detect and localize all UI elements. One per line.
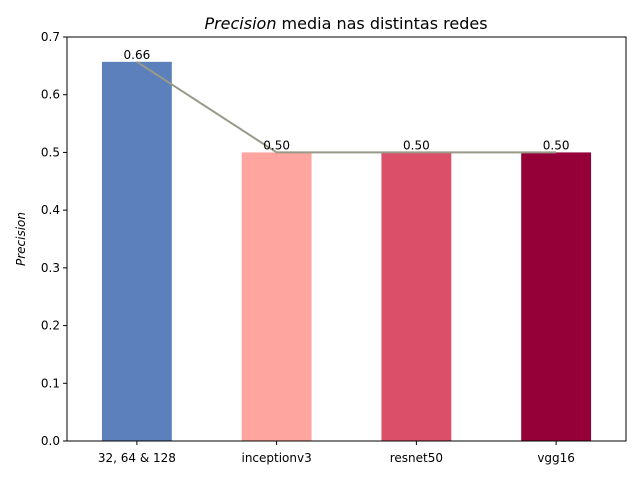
series-line [136, 60, 557, 154]
data-label-3: 0.50 [543, 138, 570, 152]
y-tick-label-4: 0.4 [41, 203, 60, 217]
chart-title-rest: media nas distintas redes [276, 14, 487, 33]
data-label-1: 0.50 [263, 138, 290, 152]
bar-1 [241, 152, 312, 441]
chart-title: Precision media nas distintas redes [204, 14, 487, 33]
x-tick-label-2: resnet50 [390, 451, 443, 465]
y-tick-label-2: 0.2 [41, 319, 60, 333]
axes-frame [66, 36, 627, 442]
bar-0 [101, 61, 172, 442]
bar-3 [521, 152, 592, 441]
x-tick-label-0: 32, 64 & 128 [98, 451, 176, 465]
x-tick-label-3: vgg16 [537, 451, 575, 465]
y-tick-label-7: 0.7 [41, 30, 60, 44]
y-tick-label-5: 0.5 [41, 145, 60, 159]
bar-2 [381, 152, 452, 441]
y-tick-label-3: 0.3 [41, 261, 60, 275]
data-label-0: 0.66 [124, 48, 151, 62]
chart-title-italic: Precision [204, 14, 276, 33]
data-label-2: 0.50 [403, 138, 430, 152]
y-axis-label: Precision [14, 212, 28, 266]
y-tick-label-1: 0.1 [41, 376, 60, 390]
x-tick-label-1: inceptionv3 [241, 451, 311, 465]
y-tick-label-6: 0.6 [41, 88, 60, 102]
plot-area: 0.66 0.50 0.50 0.50 0.0 0.1 0.2 0.3 0.4 0.5 0.6 0.7… [41, 30, 627, 465]
y-tick-label-0: 0.0 [41, 434, 60, 448]
